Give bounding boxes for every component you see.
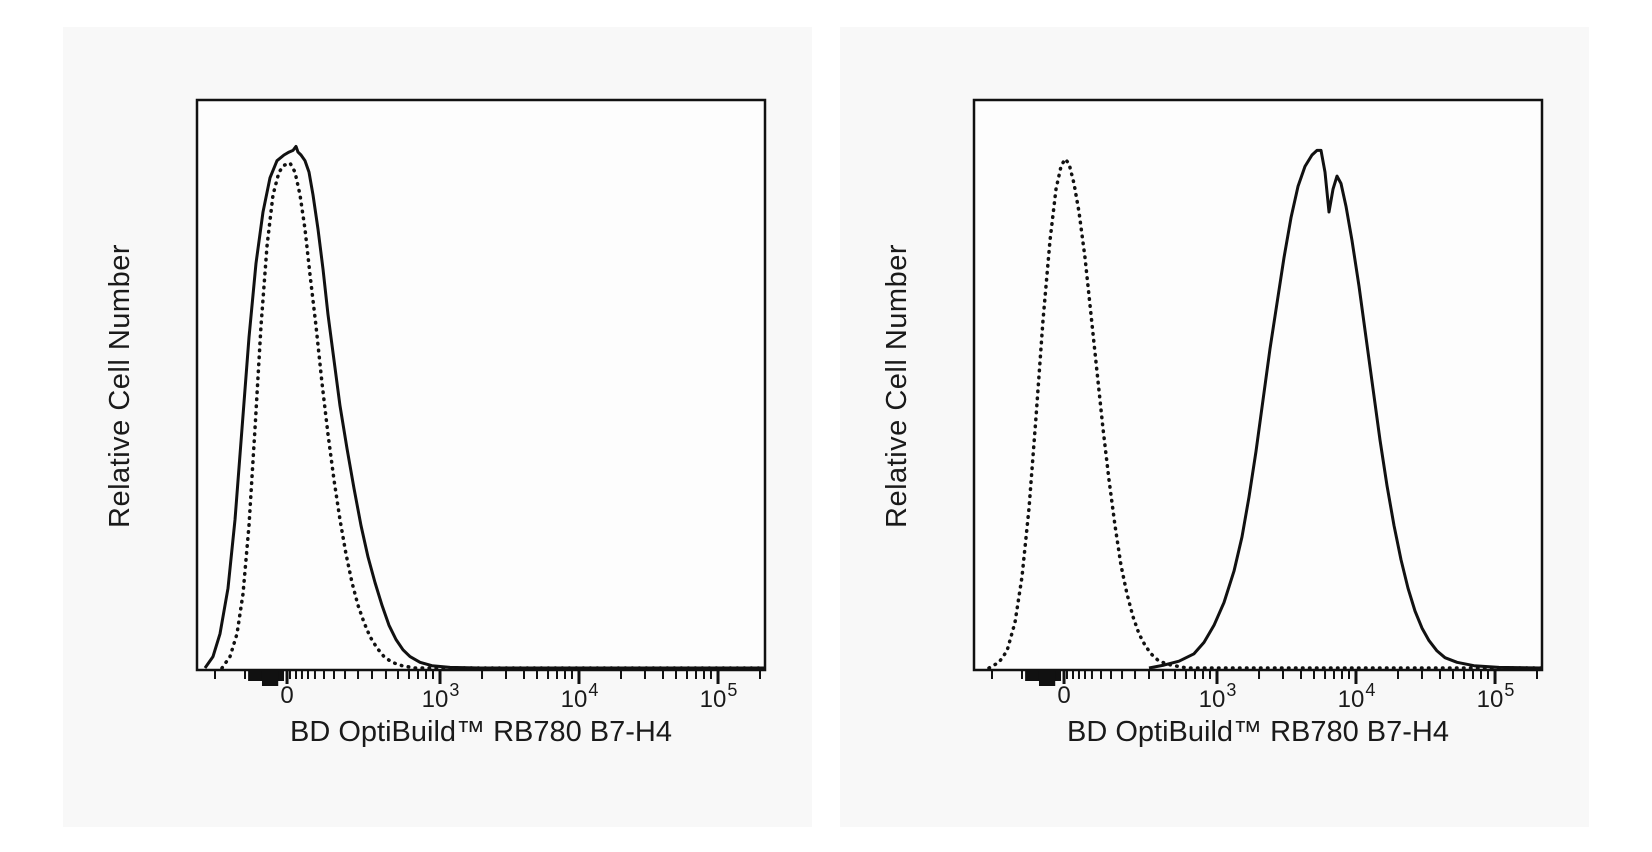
zero-tick-cluster-deep [1038, 671, 1056, 686]
plot-frame [195, 98, 767, 672]
x-tick-label: 104 [560, 680, 599, 713]
x-tick-label: 0 [280, 682, 294, 709]
histogram-panel-left: Relative Cell Number BD OptiBuild™ RB780… [63, 27, 812, 827]
dotted-histogram-curve [220, 160, 764, 669]
y-axis-title: Relative Cell Number [881, 244, 913, 528]
solid-histogram-curve [1148, 148, 1541, 669]
y-axis-title: Relative Cell Number [104, 244, 136, 528]
x-axis-title: BD OptiBuild™ RB780 B7-H4 [290, 716, 672, 748]
x-axis-title: BD OptiBuild™ RB780 B7-H4 [1067, 716, 1449, 748]
x-tick-label: 104 [1337, 680, 1376, 713]
x-tick-label: 105 [1476, 680, 1515, 713]
histogram-panel-right: Relative Cell Number BD OptiBuild™ RB780… [840, 27, 1589, 827]
x-tick-label: 103 [421, 680, 460, 713]
dotted-histogram-curve [987, 155, 1541, 669]
zero-tick-cluster-deep [261, 671, 279, 686]
x-tick-label: 103 [1198, 680, 1237, 713]
x-tick-label: 0 [1057, 682, 1071, 709]
plot-frame [972, 98, 1544, 672]
x-tick-label: 105 [699, 680, 738, 713]
histogram-plot-right [972, 98, 1544, 686]
histogram-plot-left [195, 98, 767, 686]
solid-histogram-curve [203, 144, 764, 669]
